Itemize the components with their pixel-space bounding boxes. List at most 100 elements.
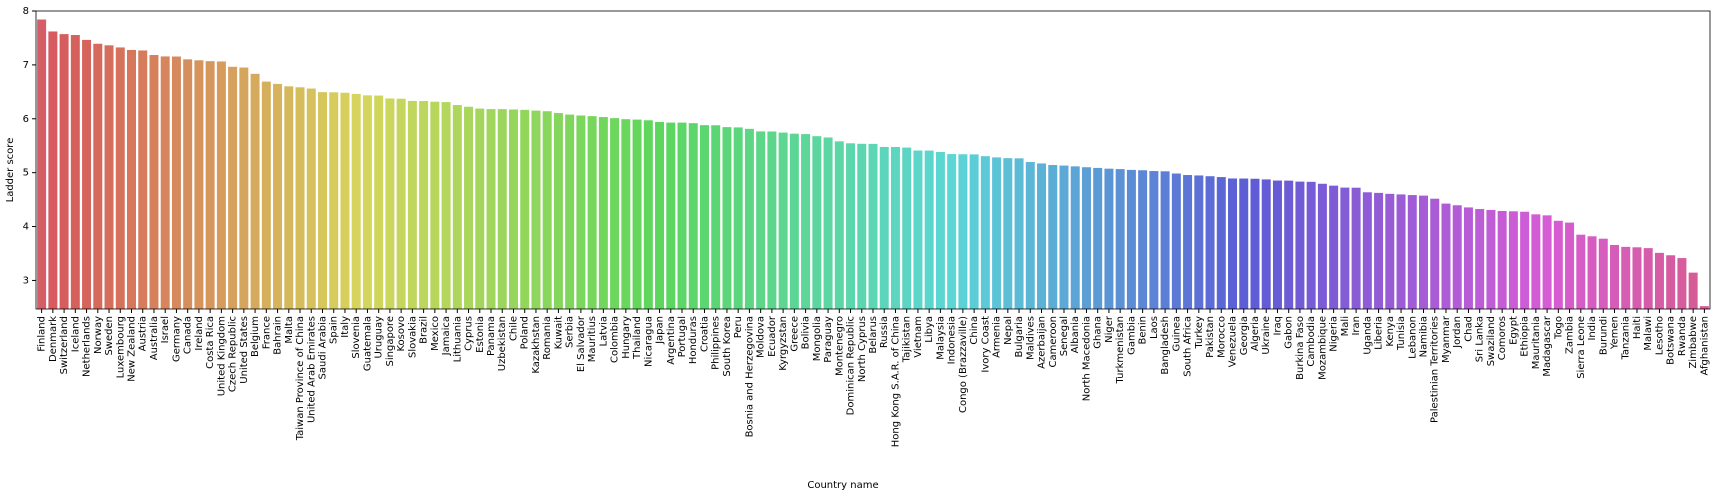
x-tick-label: Costa Rica xyxy=(205,316,216,369)
bar xyxy=(801,134,811,309)
bar xyxy=(284,86,294,309)
bar xyxy=(1587,236,1597,309)
bar xyxy=(486,109,496,309)
x-tick-label: Sweden xyxy=(104,316,115,356)
bar xyxy=(441,102,451,309)
x-tick-label: Belgium xyxy=(250,316,261,357)
x-tick-label: Yemen xyxy=(1610,316,1621,350)
x-tick-label: Romania xyxy=(542,316,553,360)
bar xyxy=(1317,183,1327,309)
x-tick-label: Turkey xyxy=(1194,316,1205,350)
x-tick-label: Bolivia xyxy=(801,316,812,349)
x-tick-label: Italy xyxy=(340,316,351,338)
bar xyxy=(1362,192,1372,309)
x-tick-label: Malawi xyxy=(1643,316,1654,351)
x-tick-label: Switzerland xyxy=(59,316,70,374)
x-tick-label: Austria xyxy=(138,316,149,351)
bar xyxy=(879,146,889,309)
x-tick-label: Japan xyxy=(655,316,666,345)
x-tick-label: Guinea xyxy=(1171,316,1182,351)
y-axis-label: Ladder score xyxy=(5,138,16,203)
bar xyxy=(699,125,709,309)
bar xyxy=(598,117,608,309)
x-tick-label: Taiwan Province of China xyxy=(295,316,306,441)
x-tick-label: Thailand xyxy=(632,316,643,360)
bar xyxy=(306,88,316,309)
x-tick-label: Uruguay xyxy=(374,316,385,359)
bar xyxy=(1272,180,1282,309)
x-tick-label: Laos xyxy=(1149,316,1160,339)
x-tick-label: Estonia xyxy=(475,316,486,353)
x-tick-label: Kosovo xyxy=(396,316,407,352)
x-tick-label: Gabon xyxy=(1284,316,1295,349)
x-tick-label: Cambodia xyxy=(1306,316,1317,367)
x-axis-label: Country name xyxy=(807,480,878,491)
x-tick-label: Malta xyxy=(284,316,295,344)
y-tick-label: 6 xyxy=(23,114,29,125)
bar xyxy=(789,133,799,309)
x-tick-label: Portugal xyxy=(677,316,688,357)
bar xyxy=(171,56,181,309)
bar xyxy=(59,34,69,310)
bar xyxy=(1160,171,1170,309)
bar xyxy=(1126,169,1136,309)
x-tick-label: Honduras xyxy=(688,316,699,364)
bar xyxy=(93,43,103,310)
bar xyxy=(1216,177,1226,309)
bar xyxy=(385,98,395,309)
x-tick-label: Georgia xyxy=(1239,316,1250,355)
x-tick-label: Slovakia xyxy=(407,316,418,358)
x-tick-label: Serbia xyxy=(565,316,576,348)
x-tick-label: Lebanon xyxy=(1407,316,1418,359)
x-tick-label: Benin xyxy=(1138,316,1149,344)
bar xyxy=(239,67,249,310)
bar xyxy=(542,111,552,309)
x-tick-label: Chile xyxy=(508,316,519,341)
bar xyxy=(1048,165,1058,309)
bar xyxy=(295,87,305,310)
bar xyxy=(823,137,833,309)
x-tick-label: Luxembourg xyxy=(115,316,126,378)
bar xyxy=(576,115,586,309)
bar xyxy=(374,95,384,310)
bar xyxy=(733,127,743,309)
x-tick-label: South Africa xyxy=(1183,316,1194,377)
bar xyxy=(756,131,766,309)
bar xyxy=(1306,181,1316,309)
bar xyxy=(1025,161,1035,309)
bar xyxy=(520,109,530,309)
x-tick-label: Congo (Brazzaville) xyxy=(958,316,969,413)
bar xyxy=(969,154,979,309)
x-tick-label: Mali xyxy=(1340,316,1351,336)
x-tick-label: New Zealand xyxy=(126,316,137,382)
x-tick-label: Ireland xyxy=(194,316,205,351)
bar xyxy=(70,35,80,309)
bar xyxy=(205,61,215,310)
bar xyxy=(711,125,721,310)
x-tick-label: Haiti xyxy=(1632,316,1643,339)
bar xyxy=(643,120,653,309)
bar xyxy=(1643,248,1653,309)
x-tick-label: Cameroon xyxy=(1048,316,1059,367)
bar xyxy=(565,114,575,309)
x-tick-label: Mozambique xyxy=(1317,316,1328,380)
x-tick-label: Myanmar xyxy=(1441,315,1452,363)
bar xyxy=(1520,211,1530,309)
bar xyxy=(1407,195,1417,309)
bar xyxy=(82,39,92,309)
x-tick-label: Kenya xyxy=(1385,316,1396,347)
x-tick-label: Malaysia xyxy=(935,316,946,360)
x-tick-label: Swaziland xyxy=(1486,316,1497,366)
x-tick-label: China xyxy=(969,316,980,345)
bar xyxy=(1553,220,1563,309)
x-tick-label: Bangladesh xyxy=(1160,316,1171,375)
x-tick-label: Nicaragua xyxy=(643,316,654,367)
bar xyxy=(722,127,732,309)
x-tick-label: Palestinian Territories xyxy=(1430,316,1441,423)
x-tick-label: Burkina Faso xyxy=(1295,316,1306,380)
x-tick-label: Namibia xyxy=(1419,316,1430,357)
x-tick-label: Poland xyxy=(520,316,531,349)
x-tick-label: Iceland xyxy=(70,316,81,352)
x-tick-label: Mauritius xyxy=(587,316,598,362)
